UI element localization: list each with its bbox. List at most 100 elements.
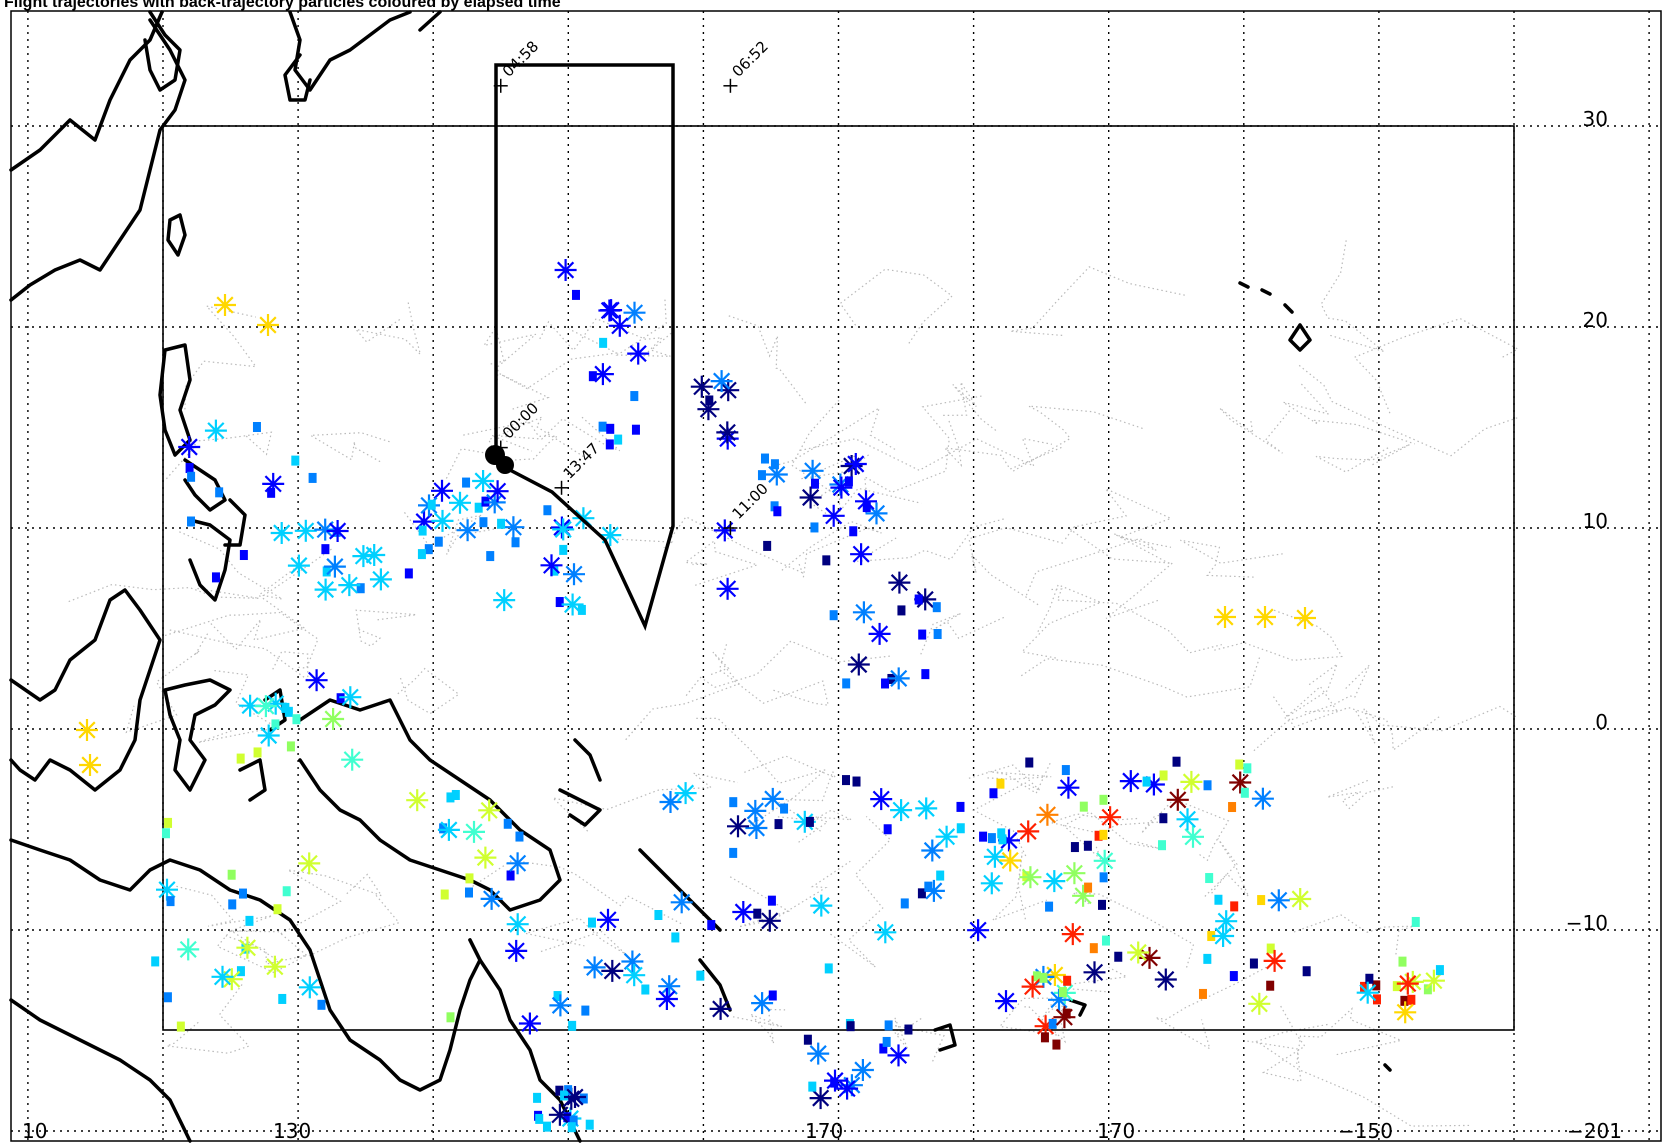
particle-asterisk-marker <box>1019 866 1042 889</box>
particle-asterisk-marker <box>322 708 345 730</box>
particle-square-marker <box>1207 931 1216 942</box>
lat-axis-label: 10 <box>1583 509 1608 533</box>
particle-asterisk-marker <box>177 938 200 961</box>
particle-square-marker <box>729 797 738 808</box>
particle-square-marker <box>1435 965 1444 976</box>
particle-asterisk-marker <box>564 1086 586 1108</box>
particle-asterisk-marker <box>914 588 937 611</box>
particle-asterisk-marker <box>836 1077 859 1100</box>
particle-square-marker <box>1392 981 1401 992</box>
particle-square-marker <box>881 678 890 689</box>
lat-axis-label: 20 <box>1583 308 1608 332</box>
particle-square-marker <box>846 1021 855 1032</box>
coastline-segment <box>9 588 162 792</box>
particle-square-marker <box>1159 770 1168 781</box>
particle-square-marker <box>1172 756 1181 767</box>
trajectory-path <box>1155 962 1275 1050</box>
particle-square-marker <box>1094 830 1103 841</box>
particle-square-marker <box>506 870 515 881</box>
particle-square-marker <box>571 289 580 300</box>
particle-square-marker <box>479 517 488 528</box>
particle-square-marker <box>417 549 426 560</box>
particle-asterisk-marker <box>921 839 944 862</box>
particle-asterisk-marker <box>178 436 201 458</box>
particle-asterisk-marker <box>1229 771 1252 794</box>
particle-asterisk-marker <box>1263 949 1286 972</box>
lon-axis-label: 130 <box>273 1119 311 1143</box>
particle-asterisk-marker <box>690 375 713 398</box>
particle-asterisk-marker <box>1214 606 1236 628</box>
particle-square-marker <box>1266 980 1275 991</box>
particle-asterisk-marker <box>621 950 644 973</box>
particle-square-marker <box>1084 882 1093 893</box>
particle-square-marker <box>757 470 766 481</box>
particle-square-marker <box>1045 901 1054 912</box>
particle-square-marker <box>1243 763 1252 774</box>
particle-square-marker <box>1099 794 1108 805</box>
particle-square-marker <box>215 487 224 498</box>
particle-square-marker <box>1142 776 1151 787</box>
particle-asterisk-marker <box>591 363 614 386</box>
flight-time-label: 06:52 <box>729 37 772 80</box>
particle-square-marker <box>763 540 772 551</box>
particle-asterisk-marker <box>1182 825 1204 848</box>
coastline-segment <box>933 1023 957 1052</box>
particle-square-marker <box>987 833 996 844</box>
particle-asterisk-marker <box>505 939 528 962</box>
particle-asterisk-marker <box>506 913 529 936</box>
particle-asterisk-marker <box>583 956 606 979</box>
trajectory-path <box>280 869 383 935</box>
trajectory-path <box>1282 383 1415 445</box>
particle-asterisk-marker <box>844 453 867 475</box>
particle-asterisk-marker <box>1166 788 1189 811</box>
particle-square-marker <box>933 629 942 640</box>
particle-square-marker <box>780 803 789 814</box>
particle-square-marker <box>543 505 552 516</box>
particle-square-marker <box>1205 873 1214 884</box>
trajectory-path <box>1291 914 1414 955</box>
particle-asterisk-marker <box>751 992 774 1015</box>
particle-asterisk-marker <box>540 554 563 577</box>
trajectory-path <box>968 764 1041 858</box>
particle-asterisk-marker <box>868 622 891 645</box>
particle-square-marker <box>805 816 814 827</box>
particle-asterisk-marker <box>554 259 577 281</box>
particle-asterisk-marker <box>623 964 646 987</box>
flight-time-marker: 11:00 <box>723 480 772 535</box>
particle-square-marker <box>808 1081 817 1092</box>
particle-square-marker <box>503 818 512 829</box>
particle-square-marker <box>163 992 172 1003</box>
trajectory-path <box>718 644 829 706</box>
coastlines <box>9 10 1392 1143</box>
particle-square-marker <box>989 788 998 799</box>
particle-asterisk-marker <box>888 571 911 594</box>
particle-square-marker <box>161 828 170 839</box>
particle-square-marker <box>918 629 927 640</box>
particle-square-marker <box>567 1122 576 1133</box>
particle-square-marker <box>641 984 650 995</box>
particle-asterisk-marker <box>659 791 682 813</box>
particle-square-marker <box>511 537 520 548</box>
particle-square-marker <box>979 831 988 842</box>
particle-square-marker <box>998 834 1007 845</box>
particle-square-marker <box>176 1021 185 1032</box>
flight-time-marker: 06:52 <box>723 37 772 93</box>
particle-square-marker <box>278 993 287 1004</box>
particle-asterisk-marker <box>851 1059 874 1081</box>
particle-square-marker <box>577 604 586 615</box>
particle-square-marker <box>1079 801 1088 812</box>
particle-square-marker <box>151 956 160 967</box>
particle-square-marker <box>1203 953 1212 964</box>
particle-square-marker <box>882 1036 891 1047</box>
particle-asterisk-marker <box>493 589 516 612</box>
particle-square-marker <box>598 421 607 432</box>
particle-asterisk-marker <box>270 522 293 544</box>
trajectory-path <box>166 983 250 1054</box>
particle-asterisk-marker <box>1127 941 1150 964</box>
coastline-segment <box>223 498 247 547</box>
particle-asterisk-marker <box>710 370 733 393</box>
particle-square-marker <box>803 1034 812 1045</box>
figure-header: Flight trajectories with back-trajectory… <box>4 0 561 11</box>
particle-asterisk-marker <box>810 894 833 917</box>
particle-asterisk-marker <box>865 502 888 525</box>
